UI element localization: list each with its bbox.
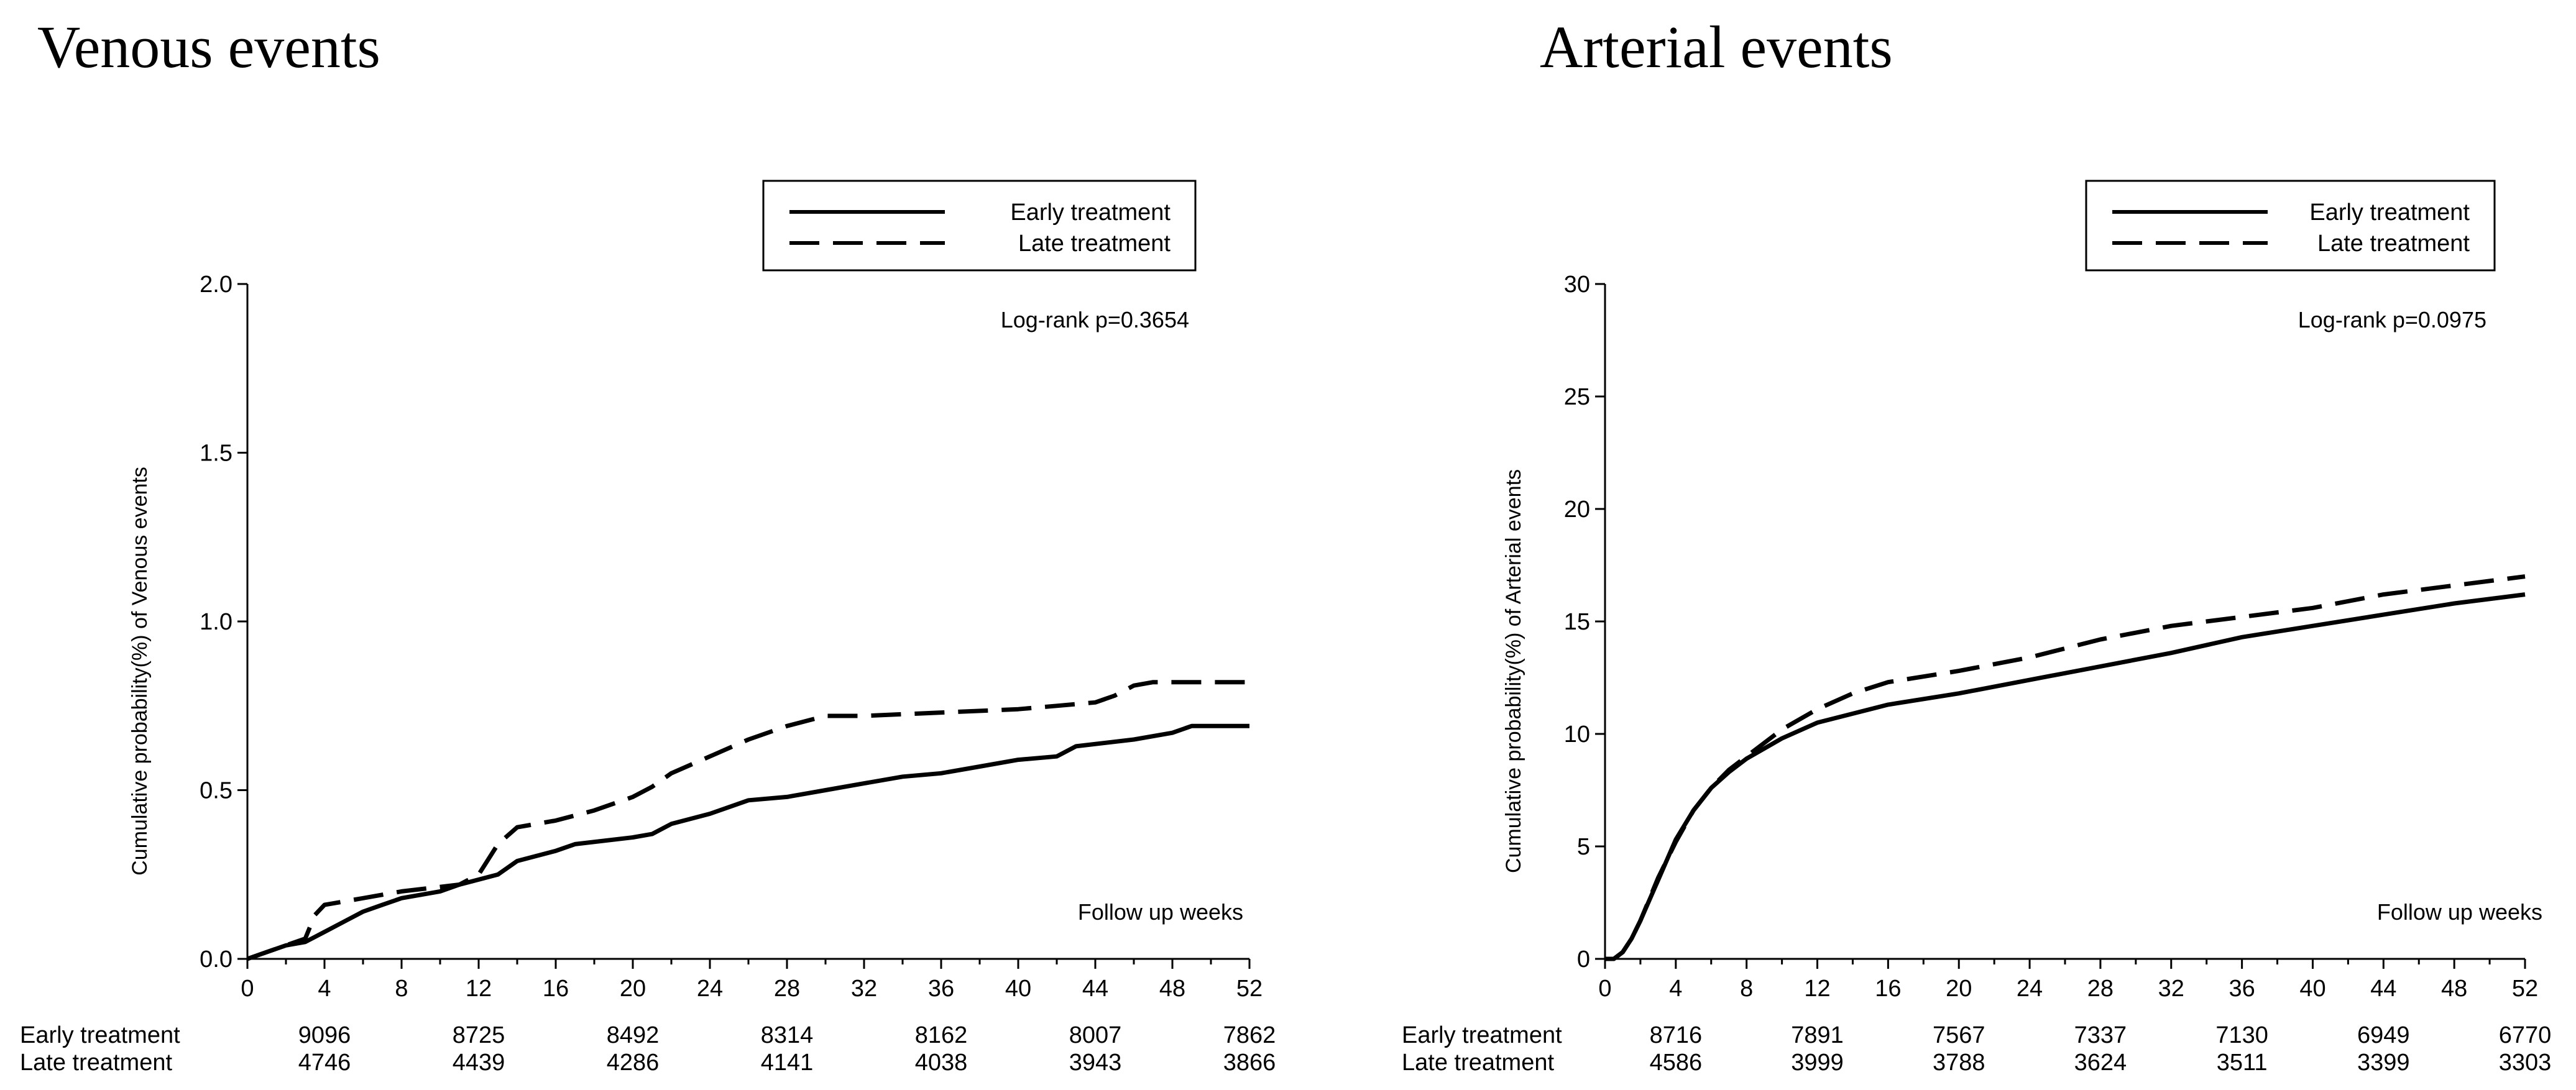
arterial-x-tick-label: 12 <box>1804 976 1830 1002</box>
arterial-risk-value: 7337 <box>2074 1022 2127 1048</box>
venous-x-tick-label: 36 <box>928 976 954 1002</box>
venous-x-tick-label: 4 <box>318 976 331 1002</box>
venous-x-tick-label: 52 <box>1236 976 1263 1002</box>
arterial-risk-value: 7130 <box>2215 1022 2268 1048</box>
arterial-risk-value: 7891 <box>1791 1022 1844 1048</box>
venous-chart-title: Venous events <box>37 14 380 80</box>
arterial-y-tick-label: 30 <box>1564 272 1590 298</box>
arterial-legend-label-early: Early treatment <box>2309 199 2470 226</box>
arterial-x-tick-label: 48 <box>2441 976 2467 1002</box>
arterial-x-tick-label: 40 <box>2299 976 2325 1002</box>
arterial-x-tick-label: 0 <box>1598 976 1611 1002</box>
arterial-risk-value: 3511 <box>2217 1050 2268 1076</box>
arterial-risk-value: 3303 <box>2499 1050 2552 1076</box>
venous-series-early-treatment <box>246 723 1249 961</box>
venous-risk-value: 8492 <box>607 1022 660 1048</box>
arterial-y-axis-label: Cumulative probability(%) of Arterial ev… <box>1502 469 1525 873</box>
arterial-y-tick-label: 10 <box>1564 721 1590 748</box>
arterial-x-tick-label: 32 <box>2158 976 2184 1002</box>
venous-series-late-treatment <box>246 680 1249 961</box>
venous-risk-value: 8725 <box>453 1022 505 1048</box>
venous-x-axis-label: Follow up weeks <box>1078 899 1243 925</box>
venous-y-axis-label: Cumulative probability(%) of Venous even… <box>128 467 152 876</box>
venous-x-tick-label: 0 <box>241 976 254 1002</box>
venous-risk-value: 4141 <box>761 1050 814 1076</box>
arterial-y-tick-label: 25 <box>1564 384 1590 410</box>
arterial-x-tick-label: 4 <box>1669 976 1682 1002</box>
arterial-series-late-treatment <box>1605 574 2526 961</box>
arterial-legend-label-late: Late treatment <box>2317 231 2470 257</box>
arterial-x-tick-label: 24 <box>2017 976 2043 1002</box>
venous-y-tick-label: 0.5 <box>200 778 232 804</box>
arterial-x-axis-label: Follow up weeks <box>2377 899 2542 925</box>
venous-risk-row-label: Early treatment <box>20 1022 180 1048</box>
arterial-risk-value: 7567 <box>1933 1022 1985 1048</box>
venous-x-tick-label: 40 <box>1005 976 1031 1002</box>
venous-risk-value: 4286 <box>607 1050 660 1076</box>
arterial-x-tick-label: 44 <box>2370 976 2396 1002</box>
arterial-risk-value: 6949 <box>2357 1022 2410 1048</box>
venous-legend-box <box>762 180 1197 272</box>
venous-risk-value: 9096 <box>298 1022 351 1048</box>
venous-logrank-annotation: Log-rank p=0.3654 <box>1001 307 1189 332</box>
arterial-logrank-annotation: Log-rank p=0.0975 <box>2298 307 2486 332</box>
venous-risk-value: 8007 <box>1069 1022 1122 1048</box>
arterial-x-tick-label: 52 <box>2512 976 2538 1002</box>
arterial-risk-value: 8716 <box>1650 1022 1703 1048</box>
venous-risk-value: 8314 <box>761 1022 814 1048</box>
arterial-risk-value: 4586 <box>1650 1050 1703 1076</box>
arterial-risk-value: 3788 <box>1933 1050 1985 1076</box>
venous-x-tick-label: 44 <box>1082 976 1108 1002</box>
arterial-risk-value: 3999 <box>1791 1050 1844 1076</box>
arterial-risk-row-label: Early treatment <box>1402 1022 1562 1048</box>
venous-legend-label-late: Late treatment <box>1018 231 1171 257</box>
venous-x-tick-label: 24 <box>697 976 723 1002</box>
venous-y-tick-label: 0.0 <box>200 946 232 973</box>
arterial-x-tick-label: 36 <box>2229 976 2255 1002</box>
venous-risk-value: 8162 <box>915 1022 968 1048</box>
arterial-x-tick-label: 28 <box>2087 976 2114 1002</box>
arterial-x-tick-label: 20 <box>1946 976 1972 1002</box>
venous-risk-value: 4746 <box>298 1050 351 1076</box>
venous-risk-row-label: Late treatment <box>20 1050 172 1076</box>
venous-legend-label-early: Early treatment <box>1010 199 1171 226</box>
venous-y-tick-label: 1.0 <box>200 609 232 635</box>
venous-risk-value: 3943 <box>1069 1050 1122 1076</box>
venous-x-tick-label: 16 <box>543 976 569 1002</box>
venous-risk-value: 3866 <box>1223 1050 1276 1076</box>
venous-risk-value: 4038 <box>915 1050 968 1076</box>
arterial-y-tick-label: 5 <box>1577 834 1590 860</box>
venous-x-tick-label: 48 <box>1159 976 1185 1002</box>
arterial-y-tick-label: 20 <box>1564 497 1590 523</box>
venous-y-tick-label: 2.0 <box>200 272 232 298</box>
arterial-x-tick-label: 16 <box>1875 976 1901 1002</box>
arterial-risk-value: 3624 <box>2074 1050 2127 1076</box>
venous-risk-value: 7862 <box>1223 1022 1276 1048</box>
venous-x-tick-label: 32 <box>851 976 877 1002</box>
arterial-y-tick-label: 0 <box>1577 946 1590 973</box>
venous-risk-value: 4439 <box>453 1050 505 1076</box>
arterial-risk-value: 6770 <box>2499 1022 2552 1048</box>
arterial-risk-value: 3399 <box>2357 1050 2410 1076</box>
venous-y-tick-label: 1.5 <box>200 441 232 467</box>
arterial-y-tick-label: 15 <box>1564 609 1590 635</box>
arterial-x-tick-label: 8 <box>1740 976 1753 1002</box>
arterial-risk-row-label: Late treatment <box>1402 1050 1554 1076</box>
venous-x-tick-label: 28 <box>774 976 800 1002</box>
venous-x-tick-label: 12 <box>466 976 492 1002</box>
venous-x-tick-label: 20 <box>620 976 646 1002</box>
arterial-legend-box <box>2085 180 2496 272</box>
arterial-chart-title: Arterial events <box>1540 14 1893 80</box>
venous-x-tick-label: 8 <box>395 976 408 1002</box>
